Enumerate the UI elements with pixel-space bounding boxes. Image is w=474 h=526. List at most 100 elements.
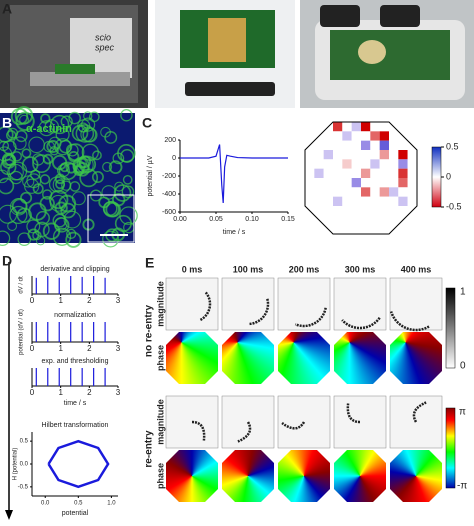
heat-cell: [379, 150, 389, 160]
x-tick-label: 1.0: [107, 501, 116, 507]
y-tick-label: -400: [162, 191, 176, 198]
colorbar-label: -0.5: [446, 201, 462, 211]
heat-cell: [333, 206, 343, 216]
heat-cell: [370, 140, 380, 150]
heat-cell: [305, 196, 315, 206]
y-tick-label: 0.5: [20, 439, 29, 445]
wavefront: [191, 420, 206, 441]
heat-cell: [389, 159, 399, 169]
heat-cell: [323, 178, 333, 188]
cell: [75, 162, 90, 177]
cell: [104, 131, 118, 144]
cell: [46, 139, 60, 153]
heat-cell: [361, 131, 371, 141]
cell: [0, 230, 11, 247]
heat-cell: [333, 131, 343, 141]
cell: [76, 156, 94, 174]
row-label: magnitude: [155, 399, 165, 445]
heat-cell: [342, 122, 352, 132]
heat-cell: [333, 187, 343, 197]
colorbar: [445, 407, 456, 489]
cell: [89, 189, 102, 202]
cell: [117, 144, 136, 163]
heat-cell: [379, 187, 389, 197]
cell: [52, 227, 72, 246]
cell: [32, 154, 51, 174]
cell: [55, 127, 70, 142]
heat-cell: [379, 131, 389, 141]
cell: [35, 236, 46, 246]
heat-cell: [323, 196, 333, 206]
heat-cell: [342, 178, 352, 188]
cell: [27, 228, 40, 241]
heat-cell: [370, 150, 380, 160]
y-tick-label: -0.5: [18, 484, 29, 490]
colorbar-label: 1: [460, 287, 466, 298]
heat-cell: [342, 196, 352, 206]
cell: [121, 185, 135, 199]
phase-map: [390, 332, 442, 384]
heat-cell: [379, 178, 389, 188]
heat-cell: [389, 215, 399, 225]
heat-cell: [342, 140, 352, 150]
heat-cell: [323, 187, 333, 197]
row-label: phase: [155, 345, 165, 371]
x-tick-label: 1: [58, 296, 63, 305]
heat-cell: [351, 131, 361, 141]
heat-cell: [351, 187, 361, 197]
cell: [5, 130, 17, 141]
heat-cell: [389, 206, 399, 216]
cell: [108, 160, 123, 174]
chip: [208, 18, 246, 62]
heat-cell: [342, 168, 352, 178]
heat-cell: [351, 196, 361, 206]
cell: [11, 151, 22, 162]
panel-label: B: [2, 115, 12, 131]
heat-cell: [323, 131, 333, 141]
heat-cell: [370, 178, 380, 188]
data-line: [180, 144, 288, 204]
heat-cell: [351, 206, 361, 216]
heat-cell: [398, 206, 408, 216]
heat-cell: [361, 168, 371, 178]
x-axis-label: potential: [62, 510, 89, 517]
cell: [48, 189, 69, 210]
x-tick-label: 0.0: [41, 501, 50, 507]
group-label: re-entry: [144, 430, 155, 468]
cell: [119, 206, 138, 225]
heat-cell: [389, 168, 399, 178]
wavefront: [346, 403, 361, 424]
heat-cell: [333, 159, 343, 169]
x-tick-label: 3: [116, 388, 121, 397]
heat-cell: [305, 168, 315, 178]
cell: [82, 218, 95, 231]
heat-cell: [389, 178, 399, 188]
wavefront: [281, 421, 306, 430]
heat-cell: [342, 150, 352, 160]
heat-cell: [351, 224, 361, 234]
arrowhead: [5, 510, 13, 520]
cell: [81, 143, 99, 161]
heat-cell: [314, 206, 324, 216]
heat-cell: [407, 168, 417, 178]
heat-cell: [305, 159, 315, 169]
cell: [91, 171, 104, 183]
heat-cell: [361, 140, 371, 150]
heat-cell: [407, 159, 417, 169]
heat-cell: [389, 140, 399, 150]
board: [330, 30, 450, 80]
y-tick-label: -600: [162, 209, 176, 216]
magnitude-map: [277, 277, 331, 331]
cell: [71, 191, 86, 206]
colorbar-label: 0: [460, 361, 466, 372]
y-tick-label: 0.0: [20, 462, 29, 468]
cell: [88, 111, 100, 123]
heat-cell: [351, 178, 361, 188]
board: [55, 64, 95, 74]
connector: [320, 5, 360, 27]
cell: [92, 150, 102, 161]
panel-label: D: [2, 253, 12, 269]
heat-cell: [379, 159, 389, 169]
y-axis-label: potential (dV / dt): [19, 309, 25, 355]
